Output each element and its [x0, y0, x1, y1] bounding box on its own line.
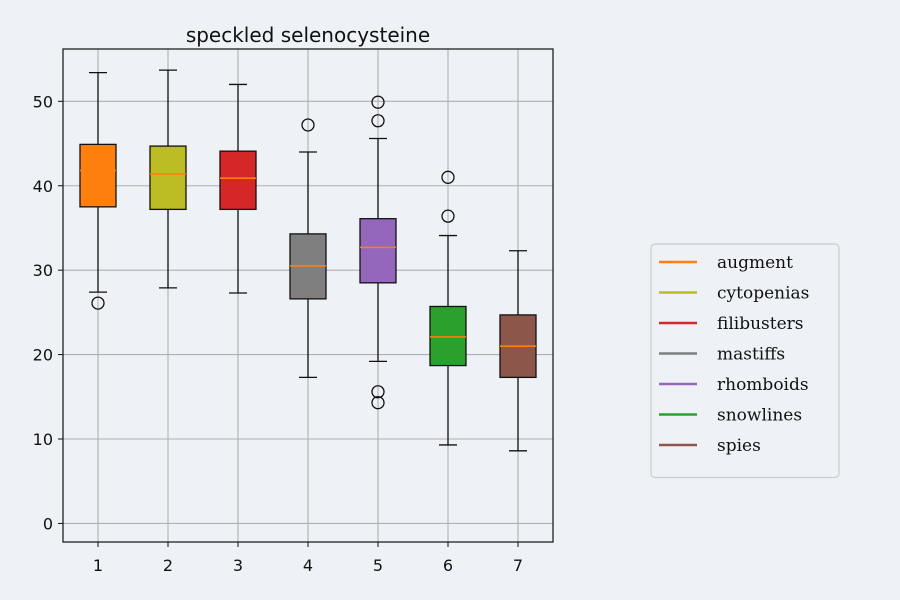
outlier-point	[371, 95, 385, 109]
outlier-point	[91, 296, 105, 310]
box-rhomboids	[359, 218, 397, 284]
legend-label-filibusters: filibusters	[717, 314, 804, 334]
box-snowlines	[429, 305, 467, 367]
outlier-point	[441, 170, 455, 184]
box-filibusters	[219, 150, 257, 211]
x-tick-label: 4	[303, 556, 313, 575]
box-layer	[79, 69, 537, 452]
box-group-rhomboids	[359, 95, 397, 410]
chart-title: speckled selenocysteine	[186, 23, 430, 47]
y-tick-label: 10	[33, 430, 53, 449]
y-tick-label: 50	[33, 92, 53, 111]
box-group-spies	[499, 250, 537, 452]
legend: augment cytopenias filibusters mastiffs rhom…	[650, 243, 840, 479]
box-group-snowlines	[429, 170, 467, 446]
box-group-mastiffs	[289, 118, 327, 379]
x-tick-label: 6	[443, 556, 453, 575]
x-tick-label: 2	[163, 556, 173, 575]
x-tick-label: 3	[233, 556, 243, 575]
legend-label-augment: augment	[717, 253, 793, 273]
outlier-point	[301, 118, 315, 132]
legend-label-rhomboids: rhomboids	[717, 375, 809, 395]
legend-label-spies: spies	[717, 436, 761, 456]
box-group-augment	[79, 71, 117, 310]
y-tick-label: 30	[33, 261, 53, 280]
legend-label-mastiffs: mastiffs	[717, 345, 785, 365]
outlier-point	[441, 209, 455, 223]
y-tick-label: 40	[33, 177, 53, 196]
outlier-point	[371, 114, 385, 128]
outlier-point	[371, 396, 385, 410]
box-augment	[79, 143, 117, 208]
box-group-filibusters	[219, 83, 257, 294]
x-tick-label: 7	[513, 556, 523, 575]
legend-label-cytopenias: cytopenias	[717, 284, 809, 304]
box-cytopenias	[149, 145, 187, 211]
box-group-cytopenias	[149, 69, 187, 289]
y-tick-label: 0	[43, 514, 53, 533]
y-tick-label: 20	[33, 346, 53, 365]
x-tick-label: 1	[93, 556, 103, 575]
outlier-point	[371, 385, 385, 399]
axis-layer: 0 10 20 30 40 50 1 2 3 4 5 6 7	[33, 92, 523, 575]
x-tick-label: 5	[373, 556, 383, 575]
legend-box	[650, 243, 840, 479]
legend-label-snowlines: snowlines	[717, 406, 802, 426]
